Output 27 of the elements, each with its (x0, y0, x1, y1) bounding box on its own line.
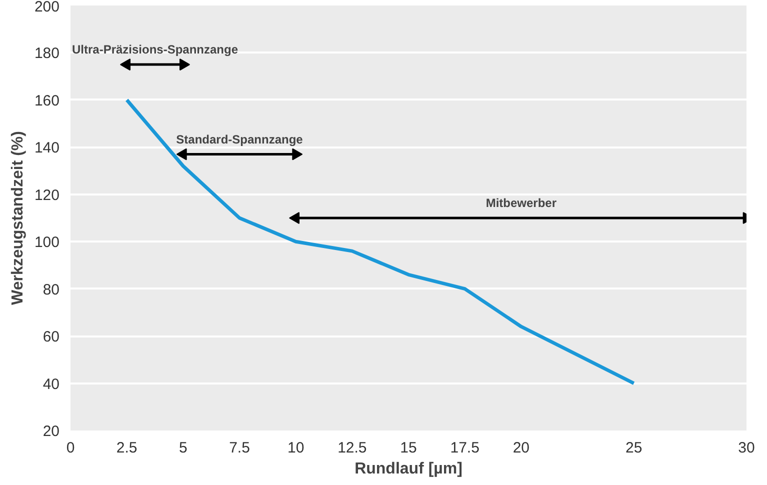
y-tick-label: 200 (34, 0, 60, 16)
y-tick-label: 80 (42, 281, 60, 298)
x-tick-label: 10 (287, 440, 304, 456)
y-tick-label: 140 (34, 140, 60, 157)
x-tick-label: 25 (625, 440, 642, 456)
y-axis-title: Werkzeugstandzeit (%) (9, 131, 26, 305)
series-label: Mitbewerber (486, 196, 557, 210)
y-tick-label: 180 (34, 45, 60, 62)
x-tick-label: 15 (400, 440, 417, 456)
series-label: Standard-Spannzange (176, 132, 304, 146)
x-tick-label: 0 (66, 440, 75, 456)
y-tick-label: 120 (34, 186, 60, 204)
series-label: Ultra-Präzisions-Spannzange (72, 42, 238, 57)
y-tick-label: 60 (42, 328, 60, 346)
x-tick-label: 20 (512, 440, 530, 456)
x-tick-label: 12.5 (338, 440, 367, 456)
x-tick-label: 17.5 (450, 440, 480, 456)
x-tick-label: 5 (178, 440, 188, 456)
line-series (125, 98, 636, 386)
x-axis-title: Rundlauf [µm] (354, 460, 462, 478)
y-tick-label: 40 (42, 376, 60, 393)
x-tick-label: 7.5 (229, 440, 250, 456)
x-tick-label: 2.5 (116, 440, 138, 456)
y-tick-label: 20 (42, 423, 60, 440)
y-tick-label: 100 (34, 234, 60, 252)
x-tick-label: 30 (738, 440, 755, 456)
y-tick-label: 160 (34, 92, 60, 110)
